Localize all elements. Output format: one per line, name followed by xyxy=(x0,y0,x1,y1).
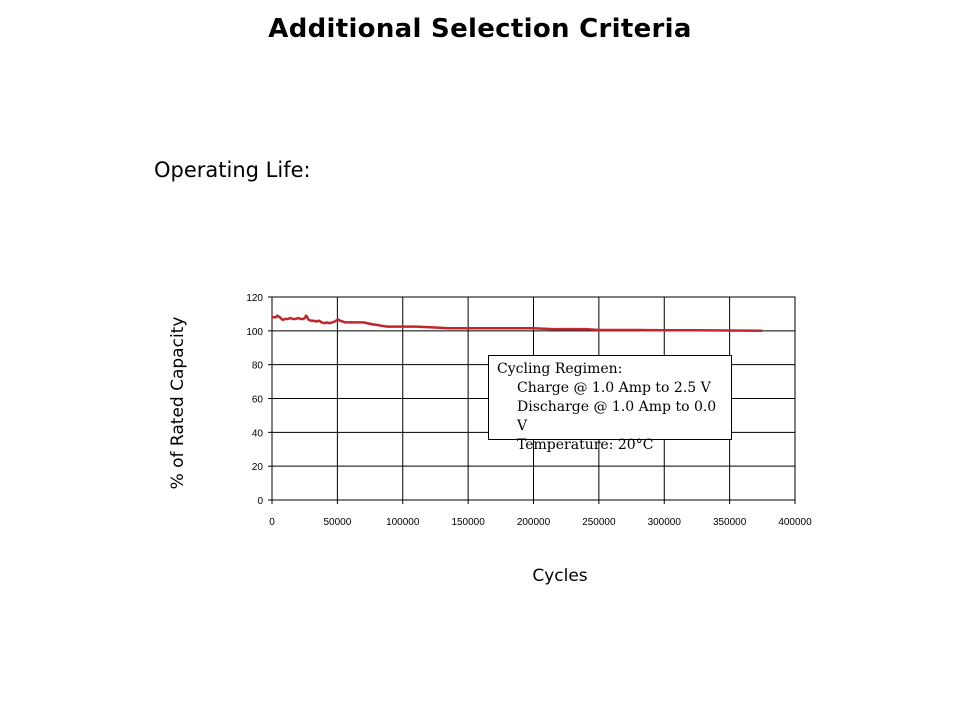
capacity-series-line xyxy=(272,314,763,333)
x-tick-label: 150000 xyxy=(451,517,485,528)
section-heading: Operating Life: xyxy=(154,158,311,182)
regimen-charge: Charge @ 1.0 Amp to 2.5 V xyxy=(517,380,711,396)
y-tick-label: 20 xyxy=(252,462,264,473)
regimen-temperature: Temperature: 20°C xyxy=(517,437,654,453)
chart-tick-labels: 0 20 40 60 80 100 120 0 50000 100000 150000 200000 2… xyxy=(246,293,812,528)
chart-series xyxy=(272,314,763,333)
y-tick-label: 80 xyxy=(252,361,264,372)
y-tick-label: 0 xyxy=(257,496,263,507)
x-tick-label: 100000 xyxy=(386,517,420,528)
y-tick-label: 40 xyxy=(252,428,264,439)
x-tick-label: 250000 xyxy=(582,517,616,528)
y-axis-title: % of Rated Capacity xyxy=(168,316,188,490)
y-tick-label: 60 xyxy=(252,395,264,406)
x-tick-label: 200000 xyxy=(517,517,551,528)
x-axis-title: Cycles xyxy=(532,566,588,586)
x-tick-label: 50000 xyxy=(323,517,351,528)
y-tick-label: 100 xyxy=(246,327,263,338)
y-tick-label: 120 xyxy=(246,293,263,304)
x-tick-label: 350000 xyxy=(713,517,747,528)
regimen-heading: Cycling Regimen: xyxy=(497,361,623,377)
x-tick-label: 300000 xyxy=(648,517,682,528)
slide-title: Additional Selection Criteria xyxy=(268,14,692,44)
regimen-discharge: Discharge @ 1.0 Amp to 0.0 V xyxy=(517,399,717,434)
x-tick-label: 400000 xyxy=(778,517,812,528)
cycling-regimen-box: Cycling Regimen: Charge @ 1.0 Amp to 2.5… xyxy=(488,355,732,453)
x-tick-label: 0 xyxy=(269,517,275,528)
